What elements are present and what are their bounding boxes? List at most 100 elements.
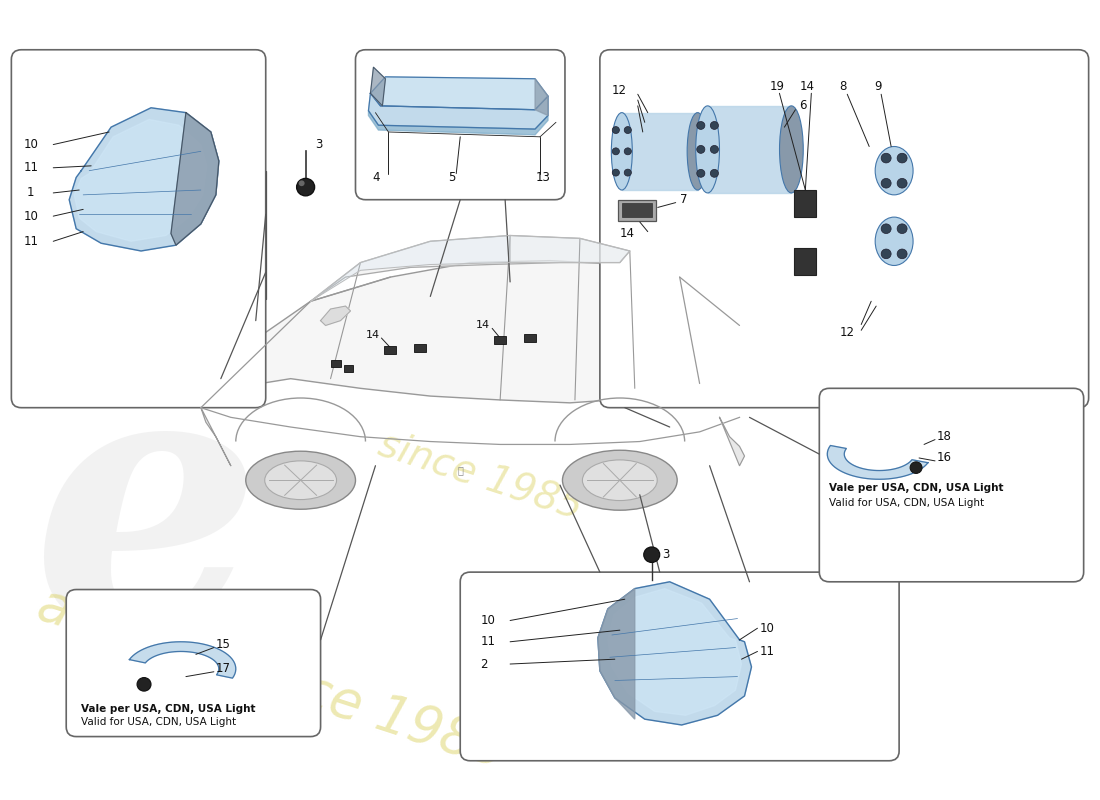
Circle shape <box>898 178 907 188</box>
Polygon shape <box>368 110 548 135</box>
Ellipse shape <box>265 461 337 499</box>
Circle shape <box>624 169 631 176</box>
Polygon shape <box>310 235 630 302</box>
Bar <box>621 202 651 217</box>
Circle shape <box>711 170 718 178</box>
Bar <box>343 365 353 372</box>
Text: Valid for USA, CDN, USA Light: Valid for USA, CDN, USA Light <box>829 498 984 508</box>
Text: 17: 17 <box>216 662 231 675</box>
Text: 3: 3 <box>662 548 669 562</box>
Ellipse shape <box>582 460 657 501</box>
Circle shape <box>881 178 891 188</box>
Text: 18: 18 <box>937 430 952 443</box>
Text: Vale per USA, CDN, USA Light: Vale per USA, CDN, USA Light <box>81 704 255 714</box>
Circle shape <box>711 146 718 154</box>
Circle shape <box>138 678 151 691</box>
Polygon shape <box>608 589 741 715</box>
Circle shape <box>696 122 705 130</box>
Ellipse shape <box>876 217 913 266</box>
Polygon shape <box>598 582 751 725</box>
Text: 10: 10 <box>759 622 774 634</box>
Text: 6: 6 <box>800 99 807 112</box>
Ellipse shape <box>562 450 678 510</box>
Text: Valid for USA, CDN, USA Light: Valid for USA, CDN, USA Light <box>81 718 236 727</box>
Ellipse shape <box>876 146 913 195</box>
Text: 19: 19 <box>769 80 784 93</box>
Circle shape <box>881 224 891 234</box>
Circle shape <box>898 154 907 163</box>
Ellipse shape <box>612 113 632 190</box>
Circle shape <box>898 249 907 258</box>
Text: ⓟ: ⓟ <box>458 466 463 475</box>
Text: 15: 15 <box>216 638 231 651</box>
Circle shape <box>881 249 891 258</box>
Text: 14: 14 <box>800 80 814 93</box>
Text: Vale per USA, CDN, USA Light: Vale per USA, CDN, USA Light <box>829 483 1004 493</box>
Bar <box>794 248 816 275</box>
Text: 11: 11 <box>23 162 38 174</box>
Polygon shape <box>74 119 207 242</box>
Bar <box>618 200 656 221</box>
Bar <box>415 344 427 351</box>
Circle shape <box>696 170 705 178</box>
Text: 10: 10 <box>23 138 38 151</box>
Text: 4: 4 <box>373 171 380 184</box>
Circle shape <box>696 146 705 154</box>
Text: 12: 12 <box>612 84 627 97</box>
FancyBboxPatch shape <box>11 50 266 408</box>
Text: 14: 14 <box>365 330 380 340</box>
Text: 10: 10 <box>23 210 38 222</box>
Polygon shape <box>598 589 635 719</box>
Polygon shape <box>371 77 548 110</box>
Circle shape <box>297 178 315 196</box>
Circle shape <box>624 126 631 134</box>
Text: 11: 11 <box>481 635 495 648</box>
Text: 11: 11 <box>23 234 38 248</box>
Polygon shape <box>827 446 928 479</box>
Polygon shape <box>707 106 791 193</box>
Bar <box>384 346 396 354</box>
Circle shape <box>881 154 891 163</box>
Circle shape <box>898 224 907 234</box>
Text: 5: 5 <box>449 171 455 184</box>
Circle shape <box>910 462 922 474</box>
Circle shape <box>613 148 619 155</box>
Polygon shape <box>371 67 385 106</box>
Polygon shape <box>201 408 231 466</box>
Ellipse shape <box>695 106 719 193</box>
Circle shape <box>624 148 631 155</box>
Text: 14: 14 <box>476 321 491 330</box>
Polygon shape <box>719 418 745 466</box>
Ellipse shape <box>245 451 355 510</box>
Polygon shape <box>69 108 219 251</box>
Circle shape <box>711 122 718 130</box>
Text: 13: 13 <box>536 171 551 184</box>
Polygon shape <box>130 642 235 678</box>
Text: 8: 8 <box>839 80 847 93</box>
Text: 11: 11 <box>759 645 774 658</box>
Polygon shape <box>170 113 219 245</box>
Circle shape <box>613 126 619 134</box>
FancyBboxPatch shape <box>66 590 320 737</box>
Polygon shape <box>320 306 351 326</box>
Text: 16: 16 <box>937 451 952 465</box>
Circle shape <box>613 169 619 176</box>
Text: since 1985: since 1985 <box>373 425 587 526</box>
Text: 9: 9 <box>874 80 882 93</box>
Ellipse shape <box>688 113 708 190</box>
Bar <box>494 336 506 344</box>
Text: 12: 12 <box>839 326 855 338</box>
Text: 3: 3 <box>316 138 323 151</box>
Bar <box>331 360 341 367</box>
Text: a parts since 1985: a parts since 1985 <box>31 578 513 779</box>
Text: 2: 2 <box>481 658 487 670</box>
Polygon shape <box>201 261 739 408</box>
Bar <box>794 190 816 217</box>
Polygon shape <box>368 94 548 129</box>
Text: 1: 1 <box>26 186 34 199</box>
FancyBboxPatch shape <box>460 572 899 761</box>
FancyBboxPatch shape <box>600 50 1089 408</box>
FancyBboxPatch shape <box>355 50 565 200</box>
Bar <box>524 334 536 342</box>
Text: 14: 14 <box>619 227 635 240</box>
